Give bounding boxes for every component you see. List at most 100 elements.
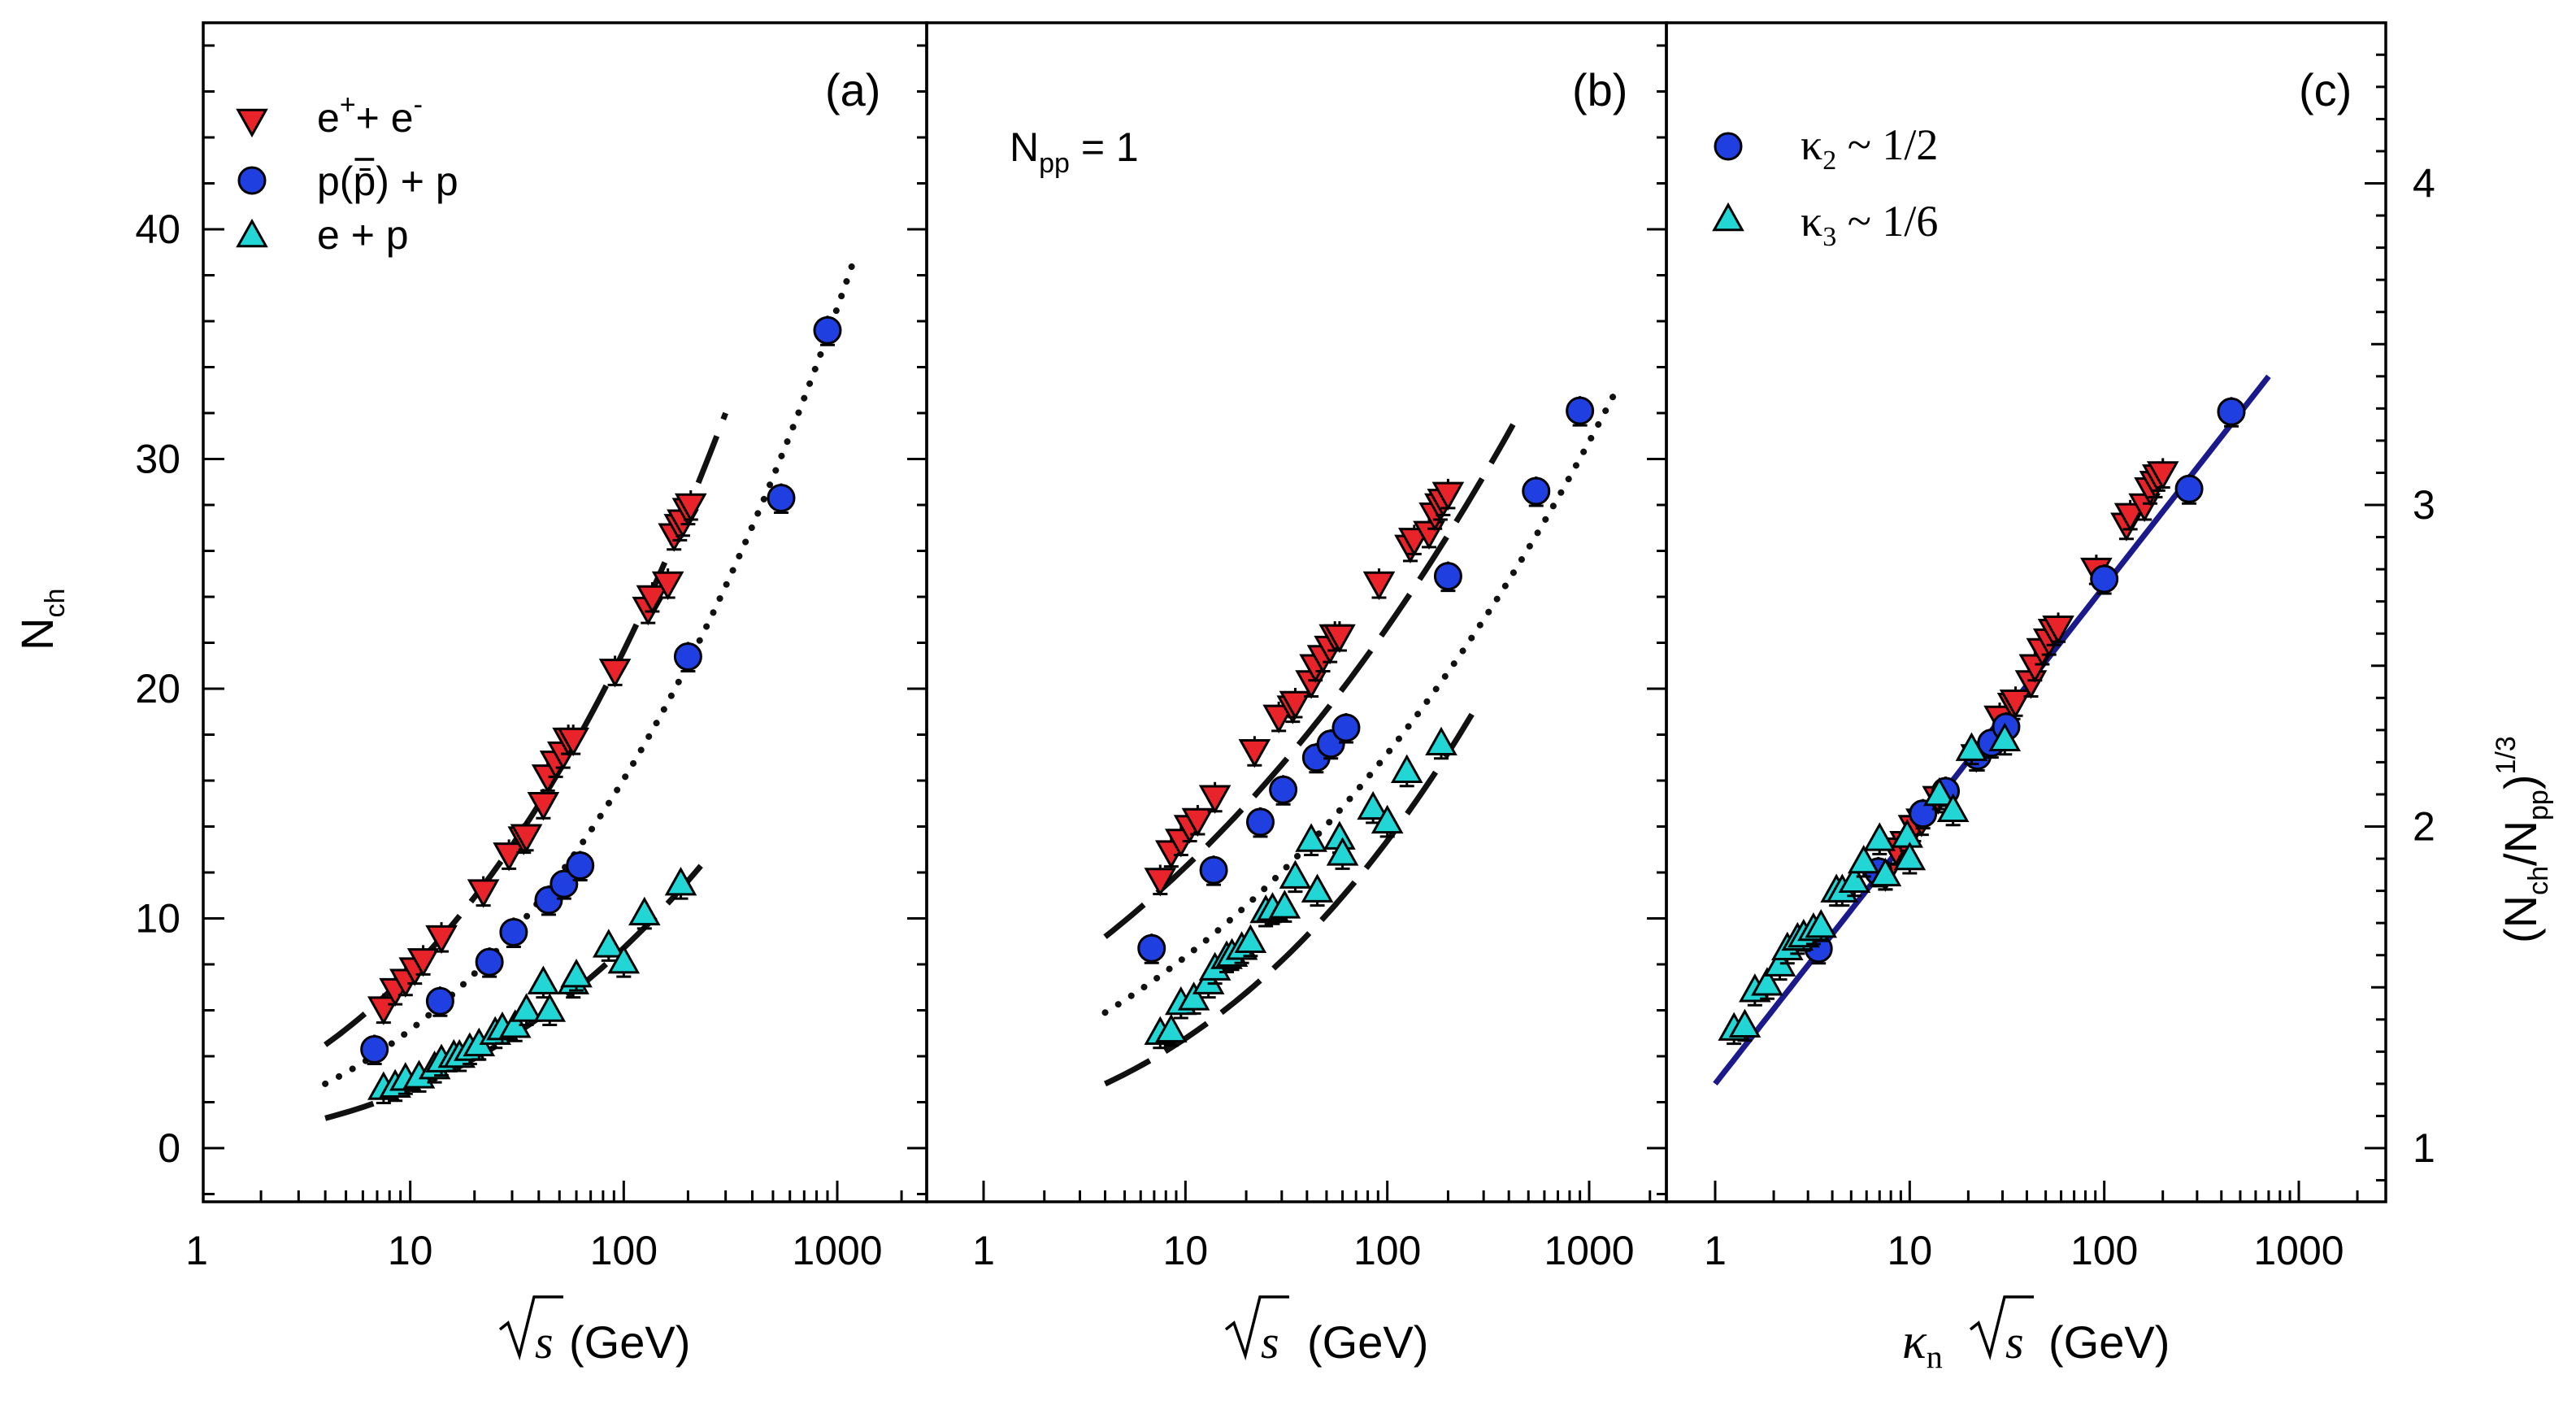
data-point-triangle-up-a [527, 965, 560, 994]
data-point-triangle-up-b [1326, 837, 1359, 866]
data-point-triangle-up-b [1234, 924, 1267, 953]
fit-curve-dashed-a [324, 411, 728, 1047]
data-point-triangle-down-a [527, 792, 560, 821]
data-point-triangle-down-a [406, 948, 440, 977]
x-tick-label-b: 100 [1353, 1228, 1421, 1273]
data-point-triangle-down-b [1431, 481, 1465, 511]
npp-annotation-rest: = 1 [1070, 124, 1139, 170]
y-axis-label-right: (Nch/Npp)1/3 [2491, 736, 2554, 943]
x-label-c-kappa-symbol: κ [1902, 1314, 1927, 1369]
data-point-triangle-down-a [467, 879, 500, 908]
y-tick-label-right: 3 [2413, 482, 2435, 528]
y-tick-label-left: 0 [158, 1125, 180, 1171]
x-tick-label-b: 1000 [1544, 1228, 1634, 1273]
data-point-triangle-up-b [1279, 859, 1312, 889]
data-point-triangle-up-c [1955, 732, 1988, 761]
x-tick-label-c: 100 [2070, 1228, 2138, 1273]
legend-ee-mid: + e [356, 95, 414, 141]
sqrt-sign-a [498, 1295, 563, 1361]
y-tick-label-right: 4 [2413, 161, 2435, 207]
y2-label-close: ) [2495, 775, 2546, 790]
npp-annotation-n: N [1010, 124, 1039, 170]
x-tick-label-c: 1000 [2253, 1228, 2344, 1273]
legend-ee-label: e++ e- [317, 89, 423, 141]
data-point-triangle-up-a [510, 993, 543, 1022]
data-point-circle-b [1269, 775, 1298, 804]
data-point-triangle-up-c [1728, 1008, 1761, 1038]
panel-label-b: (b) [1572, 64, 1627, 115]
legend-k3-sub: 3 [1822, 222, 1836, 252]
data-point-triangle-down-b [1323, 624, 1356, 654]
sqrt-sign-b [1224, 1295, 1289, 1361]
legend-ee-e: e [317, 95, 340, 141]
data-point-triangle-up-b [1357, 790, 1389, 820]
data-point-circle-a [499, 917, 528, 946]
y2-label-ch: ch [2523, 866, 2554, 895]
legend-ee-sup1: + [340, 89, 356, 120]
legend-k2-sub: 2 [1822, 146, 1836, 176]
chart-text: (a) (b) (c) e++ e- p(p̄) + p e + p Npp =… [11, 64, 2554, 1375]
data-point-triangle-up-a [607, 945, 641, 974]
y-tick-label-left: 30 [135, 437, 180, 482]
y-tick-label-right: 2 [2413, 804, 2435, 850]
data-point-triangle-up-b [1390, 754, 1423, 783]
y-label-n: N [11, 618, 63, 650]
data-point-triangle-down-b [1198, 785, 1232, 814]
data-point-triangle-up-c [1838, 864, 1871, 893]
x-tick-label-b: 10 [1163, 1228, 1209, 1273]
data-point-circle-b [1566, 396, 1595, 425]
y-label-ch: ch [40, 589, 71, 618]
legend-k3-kappa: κ [1801, 197, 1822, 246]
y-tick-label-left: 10 [135, 896, 180, 942]
x-label-c-kappa: κn [1902, 1314, 1943, 1375]
legend-k2-rest: ~ 1/2 [1836, 120, 1938, 169]
x-tick-label-a: 10 [388, 1228, 433, 1273]
legend-k2-label: κ2 ~ 1/2 [1801, 120, 1938, 176]
data-point-circle-c [1909, 799, 1938, 829]
panel-frame-b [925, 21, 1668, 1203]
legend-k2-kappa: κ [1801, 120, 1822, 169]
data-point-triangle-up-c [1863, 822, 1896, 851]
fit-curves [322, 255, 2271, 1121]
data-point-circle-a [425, 986, 454, 1016]
x-label-c-kappa-sub: n [1927, 1338, 1943, 1375]
x-axis-label-c: κn s (GeV) [1902, 1295, 2170, 1375]
y-tick-label-left: 20 [135, 666, 180, 711]
data-point-triangle-up-b [1295, 823, 1327, 852]
x-label-b-unit: (GeV) [1307, 1316, 1428, 1368]
data-point-triangle-down-b [1238, 739, 1271, 768]
y-axis-label-left: Nch [11, 589, 71, 650]
x-axis-label-b: s (GeV) [1224, 1295, 1428, 1368]
data-point-circle-a [360, 1035, 389, 1064]
data-point-triangle-down-a [636, 585, 669, 615]
data-point-circle-b [1522, 476, 1551, 506]
x-tick-label-c: 1 [1704, 1228, 1727, 1273]
data-point-circle-b [1331, 713, 1361, 742]
y2-label-exp: 1/3 [2491, 736, 2522, 774]
x-axis-label-a: s (GeV) [498, 1295, 690, 1368]
sqrt-s-a: s [535, 1316, 554, 1368]
y2-label-pp: pp [2523, 790, 2554, 820]
y-tick-label-right: 1 [2413, 1125, 2435, 1171]
data-point-triangle-up-b [1301, 873, 1334, 903]
data-point-triangle-up-c [1922, 777, 1956, 807]
data-point-triangle-up-a [628, 896, 661, 926]
x-tick-label-b: 1 [972, 1228, 995, 1273]
legend-pp-label: p(p̄) + p [317, 159, 458, 204]
y-tick-label-left: 40 [135, 207, 180, 252]
data-point-triangle-up-c [1869, 857, 1902, 887]
legend-k3-rest: ~ 1/6 [1836, 197, 1938, 246]
data-point-triangle-down-a [651, 571, 684, 601]
fit-curve-dotted-b [1101, 382, 1622, 1016]
fit-curve-dashed-b [1104, 703, 1480, 1087]
data-point-circle-a [475, 947, 504, 977]
data-point-triangle-down-b [1279, 690, 1312, 720]
x-tick-label-a: 100 [590, 1228, 658, 1273]
data-point-triangle-up-c [1893, 841, 1927, 871]
y2-label-open: (N [2495, 895, 2546, 943]
data-point-triangle-up-b [1154, 1013, 1188, 1043]
data-point-triangle-down-a [510, 824, 543, 853]
npp-annotation-sub: pp [1039, 148, 1070, 179]
data-point-triangle-down-a [557, 727, 590, 757]
